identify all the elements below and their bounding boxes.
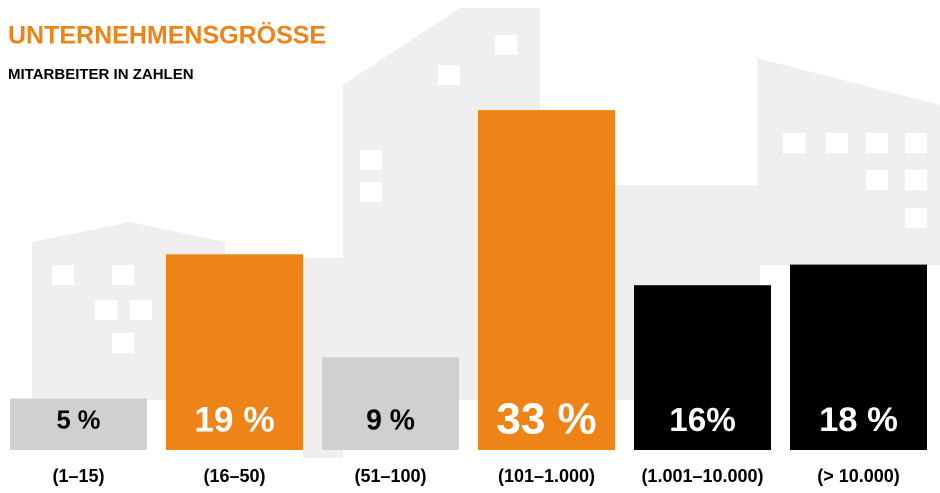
value-label: 18 % — [819, 401, 898, 439]
x-tick-label: (51–100) — [354, 466, 426, 486]
x-tick-label: (1–15) — [52, 466, 104, 486]
value-label: 9 % — [366, 403, 415, 435]
chart: UNTERNEHMENSGRÖSSE MITARBEITER IN ZAHLEN… — [0, 0, 940, 493]
value-label: 16% — [669, 402, 735, 439]
x-tick-label: (16–50) — [203, 466, 265, 486]
value-label: 33 % — [496, 395, 596, 444]
chart-subtitle: MITARBEITER IN ZAHLEN — [8, 66, 194, 83]
value-label: 5 % — [57, 407, 101, 435]
x-tick-label: (> 10.000) — [817, 466, 900, 486]
chart-title: UNTERNEHMENSGRÖSSE — [8, 21, 326, 50]
value-label: 19 % — [194, 400, 274, 439]
x-tick-label: (101–1.000) — [498, 466, 595, 486]
x-tick-label: (1.001–10.000) — [641, 466, 763, 486]
